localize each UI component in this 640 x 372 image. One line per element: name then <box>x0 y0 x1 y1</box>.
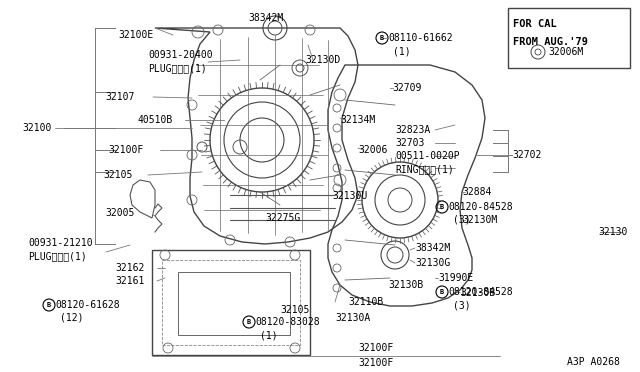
Text: B: B <box>47 302 51 308</box>
Text: 32107: 32107 <box>105 92 134 102</box>
Text: 00931-20400: 00931-20400 <box>148 50 212 60</box>
Text: 31990E: 31990E <box>438 273 473 283</box>
Text: 40510B: 40510B <box>138 115 173 125</box>
Text: 32110B: 32110B <box>348 297 383 307</box>
Text: 32100F: 32100F <box>358 358 393 368</box>
Text: 08120-84528: 08120-84528 <box>448 287 513 297</box>
Text: 32275G: 32275G <box>265 213 300 223</box>
Text: 08110-61662: 08110-61662 <box>388 33 452 43</box>
Text: 08120-61628: 08120-61628 <box>55 300 120 310</box>
Text: 32105: 32105 <box>280 305 309 315</box>
Text: 32100F: 32100F <box>358 343 393 353</box>
Text: 32005: 32005 <box>105 208 134 218</box>
Text: 08120-84528: 08120-84528 <box>448 202 513 212</box>
Text: PLUGプラグ(1): PLUGプラグ(1) <box>148 63 207 73</box>
Text: 00931-21210: 00931-21210 <box>28 238 93 248</box>
Text: B: B <box>440 204 444 210</box>
Text: 32161: 32161 <box>115 276 145 286</box>
Text: FOR CAL: FOR CAL <box>513 19 557 29</box>
Text: 00511-0020P: 00511-0020P <box>395 151 460 161</box>
Text: 32823A: 32823A <box>395 125 430 135</box>
Text: 32130M: 32130M <box>462 215 497 225</box>
Text: 32130B: 32130B <box>388 280 423 290</box>
Text: 32162: 32162 <box>115 263 145 273</box>
Text: 32130A: 32130A <box>335 313 371 323</box>
Text: 32006: 32006 <box>358 145 387 155</box>
Text: 32130: 32130 <box>598 227 627 237</box>
Text: 32130G: 32130G <box>415 258 451 268</box>
Text: 32006M: 32006M <box>548 47 583 57</box>
Text: 32702: 32702 <box>512 150 541 160</box>
Text: (1): (1) <box>260 330 278 340</box>
Text: 32100: 32100 <box>22 123 51 133</box>
Text: (12): (12) <box>60 313 83 323</box>
Bar <box>508 8 630 68</box>
Text: B: B <box>247 319 251 325</box>
Text: 32100E: 32100E <box>118 30 153 40</box>
Text: 32105: 32105 <box>103 170 132 180</box>
Text: 32130D: 32130D <box>305 55 340 65</box>
Text: 38342M: 38342M <box>248 13 284 23</box>
Text: 08120-83028: 08120-83028 <box>255 317 319 327</box>
Text: 38342M: 38342M <box>415 243 451 253</box>
Text: (1): (1) <box>393 46 411 56</box>
Text: B: B <box>440 289 444 295</box>
Text: FROM AUG.'79: FROM AUG.'79 <box>513 37 588 47</box>
Text: 32130B: 32130B <box>460 288 495 298</box>
Text: A3P A0268: A3P A0268 <box>567 357 620 367</box>
Text: (3): (3) <box>453 215 470 225</box>
Text: 32884: 32884 <box>462 187 492 197</box>
Text: 32703: 32703 <box>395 138 424 148</box>
Text: 32709: 32709 <box>392 83 421 93</box>
Text: B: B <box>380 35 384 41</box>
Text: 32134M: 32134M <box>340 115 375 125</box>
Text: PLUGプラグ(1): PLUGプラグ(1) <box>28 251 87 261</box>
Text: 32130U: 32130U <box>332 191 367 201</box>
Text: RINGリング(1): RINGリング(1) <box>395 164 454 174</box>
Text: (3): (3) <box>453 300 470 310</box>
Text: 32100F: 32100F <box>108 145 143 155</box>
